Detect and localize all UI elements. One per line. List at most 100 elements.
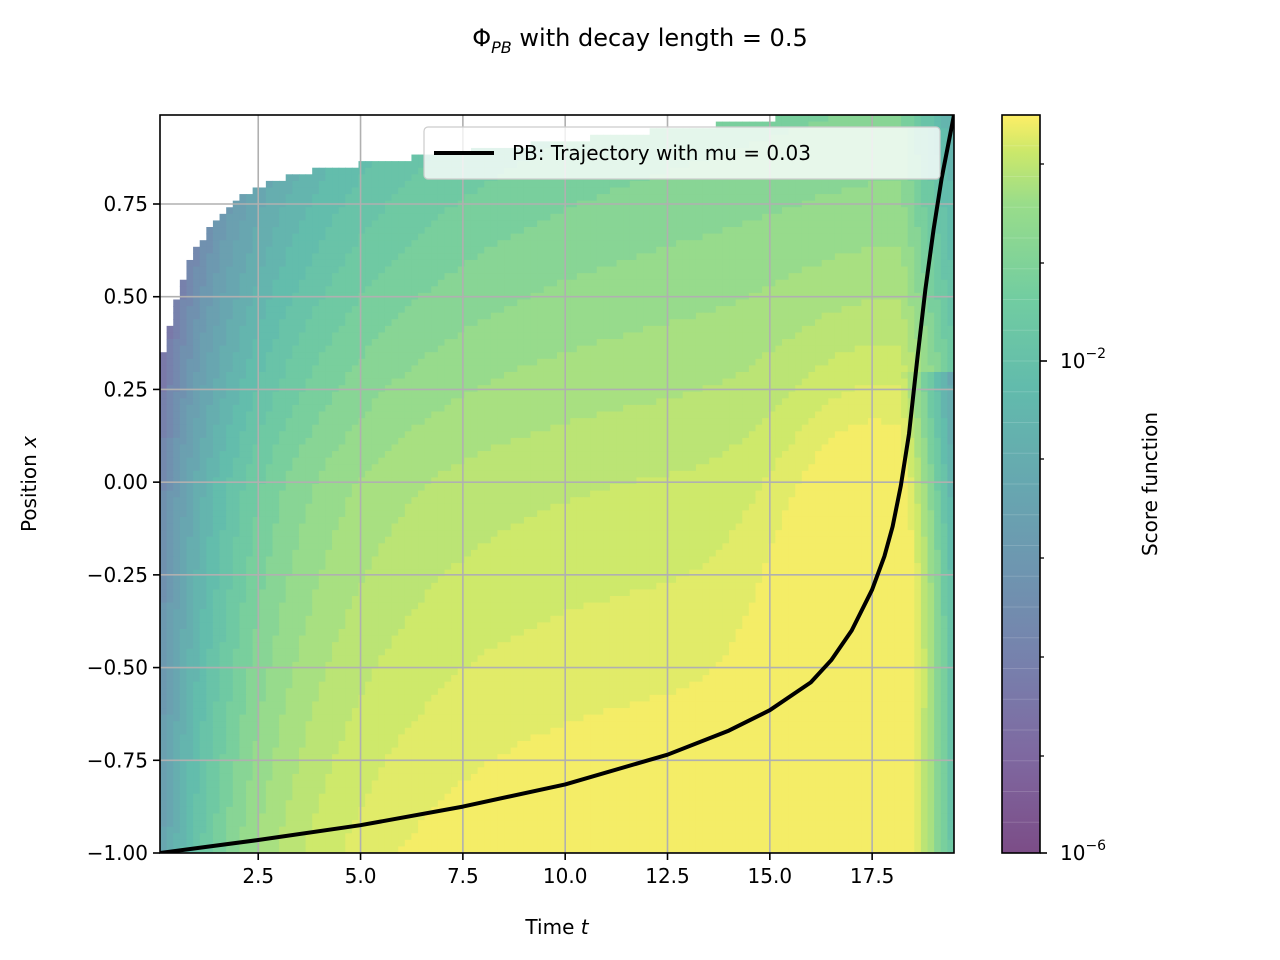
contour-cell [649, 411, 657, 419]
contour-cell [834, 345, 843, 353]
contour-cell [550, 371, 558, 380]
contour-cell [193, 266, 201, 274]
contour-cell [318, 279, 327, 287]
contour-cell [424, 418, 432, 426]
contour-cell [576, 194, 585, 202]
contour-cell [206, 273, 214, 281]
contour-cell [239, 371, 247, 380]
contour-cell [874, 259, 882, 268]
contour-cell [596, 233, 604, 241]
contour-cell [239, 220, 247, 228]
contour-cell [894, 358, 902, 366]
contour-cell [755, 352, 763, 360]
contour-cell [808, 365, 816, 373]
contour-cell [947, 187, 954, 195]
contour-cell [557, 246, 565, 254]
contour-cell [583, 207, 591, 215]
contour-cell [470, 312, 479, 320]
contour-cell [272, 404, 280, 413]
contour-cell [762, 299, 770, 307]
contour-cell [808, 220, 816, 228]
contour-cell [596, 339, 604, 347]
contour-cell [834, 266, 843, 274]
contour-cell [940, 404, 948, 413]
contour-cell [795, 240, 803, 248]
contour-cell [834, 227, 843, 235]
contour-cell [676, 279, 684, 287]
contour-cell [212, 345, 221, 353]
contour-cell [742, 398, 750, 406]
contour-cell [695, 259, 704, 268]
contour-cell [901, 339, 909, 347]
contour-cell [821, 365, 829, 373]
contour-cell [748, 398, 757, 406]
contour-cell [636, 187, 644, 195]
contour-cell [345, 227, 353, 235]
contour-cell [517, 194, 525, 202]
contour-cell [742, 246, 750, 254]
contour-cell [318, 207, 327, 215]
contour-cell [715, 187, 724, 195]
contour-cell [874, 180, 882, 189]
contour-cell [285, 187, 293, 195]
contour-cell [755, 246, 763, 254]
contour-cell [457, 207, 465, 215]
contour-cell [801, 325, 810, 334]
contour-cell [398, 187, 406, 195]
contour-cell [186, 358, 194, 366]
contour-cell [643, 306, 651, 314]
contour-cell [345, 365, 353, 373]
contour-cell [404, 194, 413, 202]
contour-cell [318, 339, 327, 347]
contour-cell [497, 266, 505, 274]
contour-cell [590, 365, 598, 373]
contour-cell [265, 378, 274, 386]
contour-cell [470, 233, 479, 241]
contour-cell [656, 240, 664, 248]
contour-cell [854, 358, 862, 366]
contour-cell [795, 371, 803, 380]
contour-cell [742, 286, 750, 294]
contour-cell [854, 365, 862, 373]
contour-cell [437, 207, 446, 215]
contour-cell [265, 194, 274, 202]
contour-cell [457, 180, 465, 189]
contour-cell [729, 319, 737, 327]
contour-cell [365, 418, 373, 426]
contour-cell [775, 233, 783, 241]
contour-cell [636, 207, 644, 215]
contour-cell [332, 286, 340, 294]
contour-cell [881, 220, 889, 228]
contour-cell [444, 220, 452, 228]
contour-cell [662, 378, 671, 386]
contour-cell [437, 299, 446, 307]
contour-cell [497, 339, 505, 347]
contour-cell [662, 207, 671, 215]
contour-cell [444, 194, 452, 202]
contour-cell [576, 279, 585, 287]
contour-cell [530, 213, 538, 222]
contour-cell [338, 325, 346, 334]
contour-cell [735, 227, 743, 235]
contour-cell [656, 371, 664, 380]
contour-cell [305, 345, 313, 353]
contour-cell [351, 358, 360, 366]
contour-cell [550, 273, 558, 281]
contour-cell [338, 365, 346, 373]
contour-cell [676, 266, 684, 274]
contour-cell [947, 404, 954, 413]
contour-cell [676, 325, 684, 334]
contour-cell [762, 332, 770, 340]
contour-cell [874, 266, 882, 274]
contour-cell [484, 339, 492, 347]
contour-cell [530, 279, 538, 287]
contour-cell [497, 418, 505, 426]
contour-cell [848, 233, 856, 241]
contour-cell [259, 404, 267, 413]
contour-cell [596, 220, 604, 228]
contour-cell [702, 213, 710, 222]
contour-cell [497, 213, 505, 222]
contour-cell [517, 259, 525, 268]
contour-cell [854, 325, 862, 334]
contour-cell [345, 352, 353, 360]
